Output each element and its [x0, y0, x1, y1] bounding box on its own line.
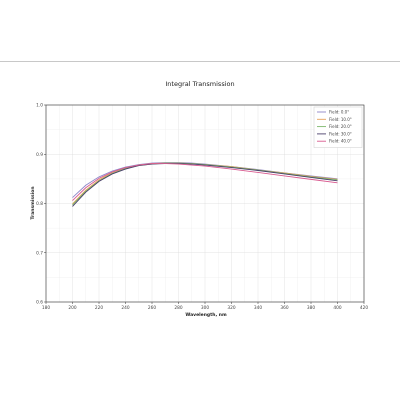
x-tick-label: 200	[68, 305, 76, 311]
x-tick-label: 360	[280, 305, 288, 311]
x-tick-label: 180	[42, 305, 50, 311]
x-tick-label: 380	[307, 305, 315, 311]
legend: Field: 0.0° Field: 10.0° Field: 20.0° Field…	[313, 106, 363, 148]
top-divider	[0, 61, 400, 62]
x-axis-ticks: 180 200 220 240 260 280 300 320 340 360 380 400 420	[42, 302, 368, 311]
y-axis-ticks: 0.6 0.7 0.8 0.9 1.0	[36, 103, 46, 306]
chart-title: Integral Transmission	[165, 80, 234, 88]
y-tick-label: 0.6	[36, 300, 43, 306]
x-tick-label: 300	[201, 305, 209, 311]
legend-entry: Field: 0.0°	[329, 110, 349, 115]
x-tick-label: 220	[95, 305, 103, 311]
x-tick-label: 320	[227, 305, 235, 311]
x-tick-label: 260	[148, 305, 156, 311]
x-tick-label: 340	[254, 305, 262, 311]
y-tick-label: 0.8	[36, 201, 43, 207]
y-tick-label: 0.9	[36, 152, 43, 158]
legend-entry: Field: 20.0°	[329, 124, 352, 129]
x-tick-label: 240	[121, 305, 129, 311]
x-axis-label: Wavelength, nm	[185, 312, 227, 318]
legend-entry: Field: 40.0°	[329, 139, 352, 144]
y-tick-label: 0.7	[36, 250, 43, 256]
x-tick-label: 280	[174, 305, 182, 311]
x-tick-label: 400	[333, 305, 341, 311]
legend-entry: Field: 10.0°	[329, 117, 352, 122]
series-lines	[72, 162, 338, 207]
x-tick-label: 420	[360, 305, 368, 311]
legend-entry: Field: 30.0°	[329, 131, 352, 136]
y-axis-label: Transmission	[30, 186, 36, 219]
y-tick-label: 1.0	[36, 103, 43, 109]
series-line	[72, 163, 338, 201]
